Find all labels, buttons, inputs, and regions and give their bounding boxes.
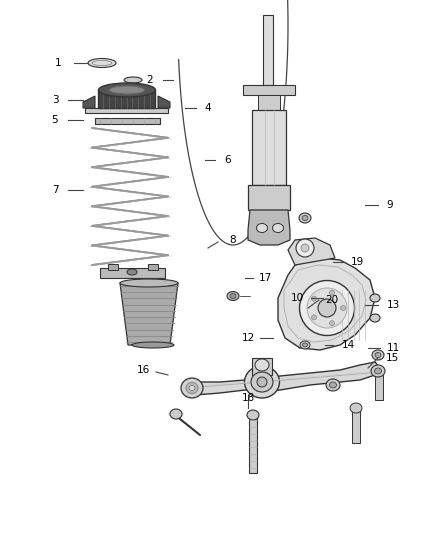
Bar	[243, 85, 295, 95]
Polygon shape	[95, 118, 160, 124]
Ellipse shape	[311, 315, 317, 320]
Bar	[249, 415, 257, 473]
Polygon shape	[148, 264, 158, 270]
Text: 12: 12	[241, 333, 254, 343]
Ellipse shape	[251, 372, 273, 392]
Text: 17: 17	[258, 273, 272, 283]
Ellipse shape	[301, 244, 309, 252]
Ellipse shape	[318, 299, 336, 317]
Ellipse shape	[375, 352, 381, 358]
Ellipse shape	[374, 368, 381, 374]
Text: 8: 8	[230, 235, 237, 245]
Ellipse shape	[311, 296, 317, 301]
Text: 2: 2	[147, 75, 153, 85]
Text: 14: 14	[341, 340, 355, 350]
Ellipse shape	[247, 410, 259, 420]
Polygon shape	[120, 283, 178, 345]
Ellipse shape	[132, 342, 174, 348]
Ellipse shape	[99, 83, 155, 97]
Ellipse shape	[303, 343, 307, 347]
Ellipse shape	[326, 379, 340, 391]
Ellipse shape	[186, 383, 198, 393]
Text: 15: 15	[385, 353, 399, 363]
Ellipse shape	[329, 382, 336, 388]
Text: 7: 7	[52, 185, 58, 195]
Bar	[352, 408, 360, 443]
Text: 6: 6	[225, 155, 231, 165]
Bar	[375, 375, 383, 400]
Bar	[252, 110, 286, 185]
Polygon shape	[185, 362, 380, 395]
Ellipse shape	[257, 223, 268, 232]
Ellipse shape	[181, 378, 203, 398]
Ellipse shape	[110, 86, 145, 94]
Ellipse shape	[370, 314, 380, 322]
Ellipse shape	[370, 294, 380, 302]
Text: 5: 5	[52, 115, 58, 125]
Bar	[258, 95, 280, 110]
Text: 19: 19	[350, 257, 364, 267]
Ellipse shape	[88, 59, 116, 68]
Ellipse shape	[127, 269, 137, 275]
Ellipse shape	[307, 288, 347, 328]
Polygon shape	[158, 96, 170, 108]
Ellipse shape	[170, 409, 182, 419]
Text: 1: 1	[55, 58, 61, 68]
Polygon shape	[278, 258, 375, 350]
Ellipse shape	[120, 279, 178, 287]
Polygon shape	[83, 96, 95, 108]
Text: 20: 20	[325, 295, 339, 305]
Ellipse shape	[244, 366, 279, 398]
Polygon shape	[85, 108, 168, 113]
Text: 11: 11	[386, 343, 399, 353]
Ellipse shape	[300, 341, 310, 349]
Ellipse shape	[299, 213, 311, 223]
Ellipse shape	[189, 385, 195, 391]
Ellipse shape	[329, 290, 335, 295]
Ellipse shape	[371, 365, 385, 377]
Polygon shape	[98, 90, 155, 108]
Ellipse shape	[300, 280, 354, 335]
Text: 4: 4	[205, 103, 211, 113]
Ellipse shape	[227, 292, 239, 301]
Text: 13: 13	[386, 300, 399, 310]
Text: 18: 18	[241, 393, 254, 403]
Polygon shape	[252, 358, 272, 375]
Ellipse shape	[372, 350, 384, 360]
Ellipse shape	[272, 223, 283, 232]
Polygon shape	[248, 185, 290, 210]
Polygon shape	[100, 268, 165, 278]
Text: 9: 9	[387, 200, 393, 210]
Ellipse shape	[350, 403, 362, 413]
Polygon shape	[108, 264, 118, 270]
Ellipse shape	[257, 377, 267, 387]
Ellipse shape	[124, 77, 142, 83]
Ellipse shape	[302, 215, 308, 221]
Ellipse shape	[255, 359, 269, 371]
Ellipse shape	[340, 305, 346, 311]
Text: 16: 16	[136, 365, 150, 375]
Text: 3: 3	[52, 95, 58, 105]
Ellipse shape	[230, 294, 236, 298]
Text: 10: 10	[290, 293, 304, 303]
Ellipse shape	[329, 321, 335, 326]
Polygon shape	[288, 238, 335, 265]
Ellipse shape	[296, 239, 314, 257]
Polygon shape	[248, 210, 290, 245]
Bar	[263, 15, 273, 85]
